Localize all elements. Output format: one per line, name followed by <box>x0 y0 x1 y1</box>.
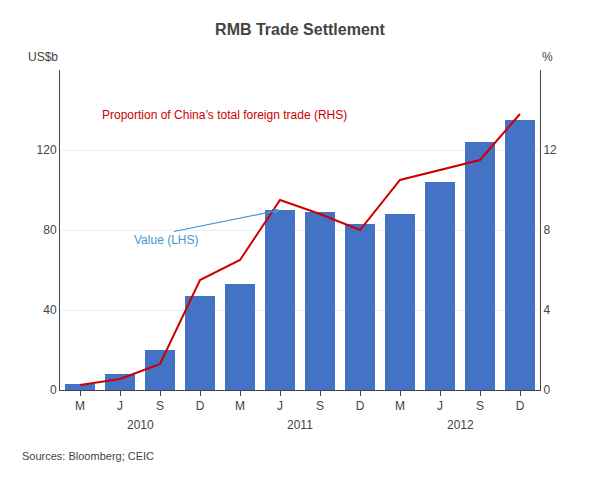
svg-text:D: D <box>516 399 525 413</box>
svg-text:M: M <box>75 399 85 413</box>
svg-text:80: 80 <box>43 223 57 237</box>
svg-text:S: S <box>156 399 164 413</box>
svg-text:D: D <box>196 399 205 413</box>
svg-text:0: 0 <box>50 383 57 397</box>
svg-text:S: S <box>476 399 484 413</box>
svg-text:Value (LHS): Value (LHS) <box>134 233 198 247</box>
svg-text:M: M <box>235 399 245 413</box>
svg-text:2010: 2010 <box>127 418 154 432</box>
svg-text:Proportion of China’s total fo: Proportion of China’s total foreign trad… <box>102 108 347 122</box>
svg-text:J: J <box>437 399 443 413</box>
svg-text:2012: 2012 <box>447 418 474 432</box>
svg-text:40: 40 <box>43 303 57 317</box>
svg-text:120: 120 <box>37 143 57 157</box>
svg-text:J: J <box>277 399 283 413</box>
svg-text:2011: 2011 <box>287 418 313 432</box>
svg-text:4: 4 <box>543 303 550 317</box>
svg-text:RMB Trade Settlement: RMB Trade Settlement <box>215 21 385 38</box>
svg-text:J: J <box>117 399 123 413</box>
svg-text:Sources: Bloomberg; CEIC: Sources: Bloomberg; CEIC <box>22 450 154 462</box>
svg-text:12: 12 <box>543 143 557 157</box>
svg-text:M: M <box>395 399 405 413</box>
svg-text:0: 0 <box>543 383 550 397</box>
svg-text:US$b: US$b <box>28 50 58 64</box>
svg-text:S: S <box>316 399 324 413</box>
svg-text:%: % <box>542 50 553 64</box>
svg-text:8: 8 <box>543 223 550 237</box>
svg-text:D: D <box>356 399 365 413</box>
